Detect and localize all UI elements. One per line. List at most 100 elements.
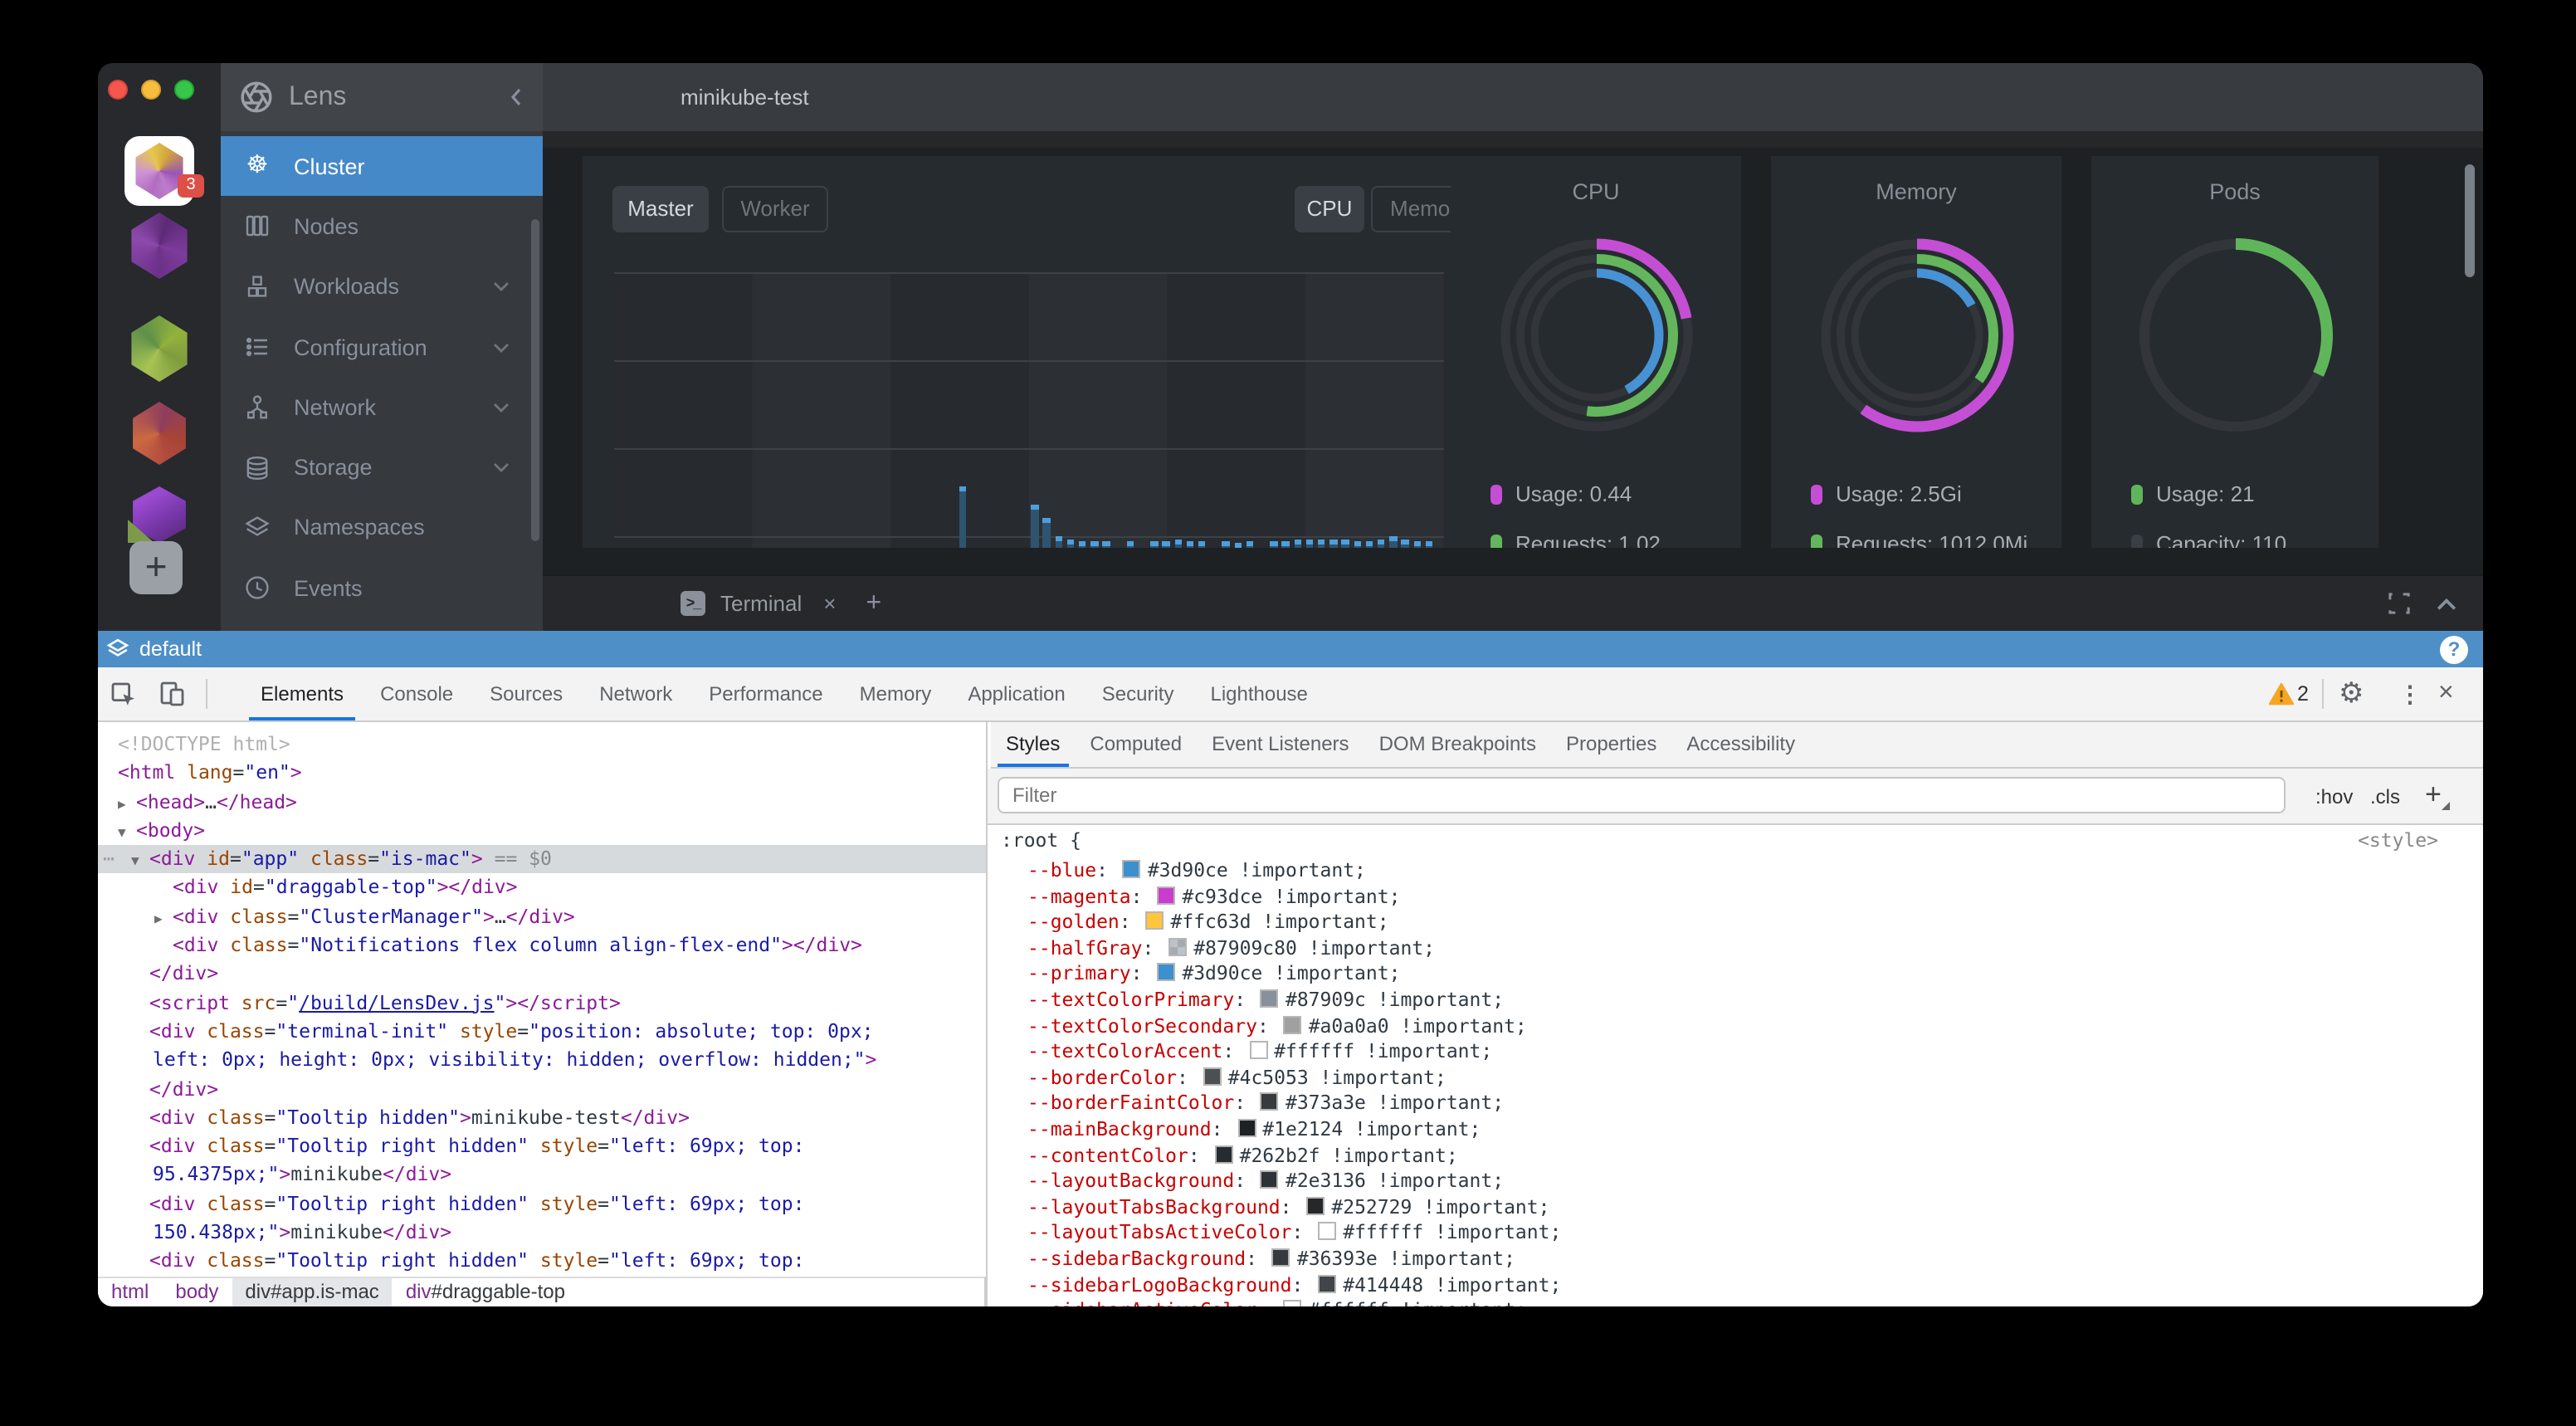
terminal-add-icon[interactable]: +	[866, 588, 882, 617]
warning-icon[interactable]	[2269, 682, 2294, 706]
devtools-tab-application[interactable]: Application	[968, 682, 1066, 706]
css-property[interactable]: --blue: #3d90ce !important;	[1027, 858, 1366, 881]
node-tab-master[interactable]: Master	[612, 185, 709, 232]
css-property[interactable]: --layoutTabsBackground: #252729 !importa…	[1027, 1194, 1550, 1218]
breadcrumb-item[interactable]: div#draggable-top	[405, 1279, 565, 1302]
styles-tab-styles[interactable]: Styles	[991, 722, 1075, 767]
breadcrumb-item[interactable]: div#app.is-mac	[232, 1277, 393, 1306]
dom-tree-row[interactable]: <html lang="en">	[98, 759, 986, 789]
dom-tree-row[interactable]: ⋯ ▼ <div id="app" class="is-mac"> == $0	[98, 845, 986, 874]
terminal-fullscreen-icon[interactable]	[2388, 593, 2410, 614]
color-swatch[interactable]	[1260, 1092, 1279, 1111]
dom-tree-row[interactable]: ▶ <head>…</head>	[98, 788, 986, 817]
dom-tree-row[interactable]: <div class="Tooltip hidden">minikube-tes…	[98, 1104, 986, 1133]
collapse-arrow-icon[interactable]: ▼	[131, 853, 139, 869]
color-swatch[interactable]	[1318, 1274, 1337, 1293]
css-property[interactable]: --borderFaintColor: #373a3e !important;	[1027, 1091, 1505, 1115]
warning-count[interactable]: 2	[2297, 682, 2309, 706]
dom-tree-row[interactable]: ▼ <body>	[98, 817, 986, 846]
css-property[interactable]: --sidebarActiveColor: #ffffff !important…	[1027, 1298, 1527, 1306]
dom-tree-row[interactable]: 95.4375px;">minikube</div>	[98, 1161, 986, 1190]
new-style-rule-button[interactable]: +	[2425, 769, 2450, 825]
css-property[interactable]: --primary: #3d90ce !important;	[1027, 961, 1401, 985]
css-property[interactable]: --sidebarBackground: #36393e !important;	[1027, 1247, 1515, 1270]
color-swatch[interactable]	[1214, 1145, 1233, 1164]
devtools-tab-network[interactable]: Network	[599, 682, 673, 706]
color-swatch[interactable]	[1283, 1300, 1302, 1306]
css-property[interactable]: --textColorAccent: #ffffff !important;	[1027, 1039, 1493, 1063]
sidebar-item-workloads[interactable]: Workloads	[221, 256, 543, 317]
row-menu-dots-icon[interactable]: ⋯	[103, 847, 115, 871]
style-source-link[interactable]: <style>	[2358, 828, 2438, 852]
cls-toggle[interactable]: .cls	[2370, 785, 2400, 808]
css-property[interactable]: --textColorPrimary: #87909c !important;	[1027, 988, 1505, 1011]
devtools-tab-sources[interactable]: Sources	[490, 682, 564, 706]
styles-tab-event-listeners[interactable]: Event Listeners	[1212, 732, 1349, 755]
styles-tab-accessibility[interactable]: Accessibility	[1686, 732, 1796, 755]
sidebar-item-network[interactable]: Network	[221, 377, 543, 437]
minimize-traffic-light[interactable]	[140, 79, 160, 99]
color-swatch[interactable]	[1157, 963, 1176, 982]
styles-tab-computed[interactable]: Computed	[1090, 732, 1183, 755]
devtools-menu-icon[interactable]: ⋮	[2398, 681, 2422, 707]
devtools-tab-elements[interactable]: Elements	[242, 667, 362, 720]
color-swatch[interactable]	[1260, 1170, 1279, 1189]
css-property[interactable]: --layoutBackground: #2e3136 !important;	[1027, 1169, 1505, 1193]
devtools-tab-console[interactable]: Console	[380, 682, 454, 706]
css-property[interactable]: --mainBackground: #1e2124 !important;	[1027, 1117, 1481, 1140]
color-swatch[interactable]	[1203, 1067, 1222, 1086]
color-swatch[interactable]	[1237, 1119, 1256, 1137]
styles-tab-dom-breakpoints[interactable]: DOM Breakpoints	[1378, 732, 1536, 755]
sidebar-scrollbar[interactable]	[531, 219, 539, 541]
dom-tree-row[interactable]: <div class="Notifications flex column al…	[98, 931, 986, 960]
css-property[interactable]: --halfGray: #87909c80 !important;	[1027, 935, 1436, 960]
sidebar-item-events[interactable]: Events	[221, 558, 543, 618]
devtools-tab-memory[interactable]: Memory	[859, 682, 932, 706]
dom-tree-row[interactable]: <script src="/build/LensDev.js"></script…	[98, 989, 986, 1018]
color-swatch[interactable]	[1145, 911, 1164, 930]
color-swatch[interactable]	[1318, 1222, 1337, 1241]
devtools-tab-security[interactable]: Security	[1101, 682, 1174, 706]
cluster-icon-purple[interactable]	[131, 212, 188, 279]
zoom-traffic-light[interactable]	[173, 79, 193, 99]
devtools-settings-icon[interactable]: ⚙	[2339, 677, 2364, 709]
sidebar-item-namespaces[interactable]: Namespaces	[221, 498, 543, 559]
color-swatch[interactable]	[1306, 1196, 1325, 1215]
collapse-arrow-icon[interactable]: ▼	[118, 824, 126, 840]
help-button[interactable]: ?	[2440, 635, 2468, 663]
inspect-element-icon[interactable]	[111, 682, 136, 707]
sidebar-item-storage[interactable]: Storage	[221, 437, 543, 498]
cluster-icon-red[interactable]	[133, 402, 186, 465]
hov-toggle[interactable]: :hov	[2315, 785, 2354, 808]
color-swatch[interactable]	[1168, 937, 1188, 956]
dom-tree-row[interactable]: <div id="draggable-top"></div>	[98, 874, 986, 903]
dom-tree-row[interactable]: left: 0px; height: 0px; visibility: hidd…	[98, 1047, 986, 1076]
collapse-sidebar-icon[interactable]	[510, 88, 523, 106]
dom-tree-row[interactable]: <div class="Tooltip right hidden" style=…	[98, 1248, 986, 1277]
css-property[interactable]: --contentColor: #262b2f !important;	[1027, 1143, 1458, 1167]
color-swatch[interactable]	[1122, 860, 1141, 878]
dom-tree-row[interactable]: </div>	[98, 1075, 986, 1104]
styles-tab-properties[interactable]: Properties	[1565, 732, 1657, 755]
metric-tab-cpu[interactable]: CPU	[1295, 185, 1364, 232]
terminal-close-icon[interactable]: ×	[823, 591, 837, 616]
dom-tree-row[interactable]: ▶ <div class="ClusterManager">…</div>	[98, 903, 986, 932]
breadcrumb-item[interactable]: html	[111, 1279, 149, 1302]
color-swatch[interactable]	[1283, 1015, 1302, 1034]
cluster-icon-green[interactable]	[131, 315, 188, 382]
dom-tree-row[interactable]: <div class="terminal-init" style="positi…	[98, 1018, 986, 1047]
device-toolbar-icon[interactable]	[159, 681, 186, 707]
color-swatch[interactable]	[1271, 1248, 1290, 1267]
css-selector[interactable]: :root {	[1001, 828, 1081, 852]
devtools-close-icon[interactable]: ×	[2438, 679, 2454, 707]
styles-filter-input[interactable]	[998, 777, 2286, 813]
add-cluster-button[interactable]: +	[129, 541, 183, 594]
color-swatch[interactable]	[1260, 989, 1279, 1008]
sidebar-item-configuration[interactable]: Configuration	[221, 317, 543, 378]
dom-tree-row[interactable]: 150.438px;">minikube</div>	[98, 1218, 986, 1248]
color-swatch[interactable]	[1249, 1041, 1268, 1060]
terminal-tab[interactable]: Terminal	[720, 591, 803, 616]
css-property[interactable]: --layoutTabsActiveColor: #ffffff !import…	[1027, 1220, 1562, 1244]
breadcrumb-item[interactable]: body	[175, 1279, 219, 1302]
dom-tree-row[interactable]: <!DOCTYPE html>	[98, 730, 986, 759]
